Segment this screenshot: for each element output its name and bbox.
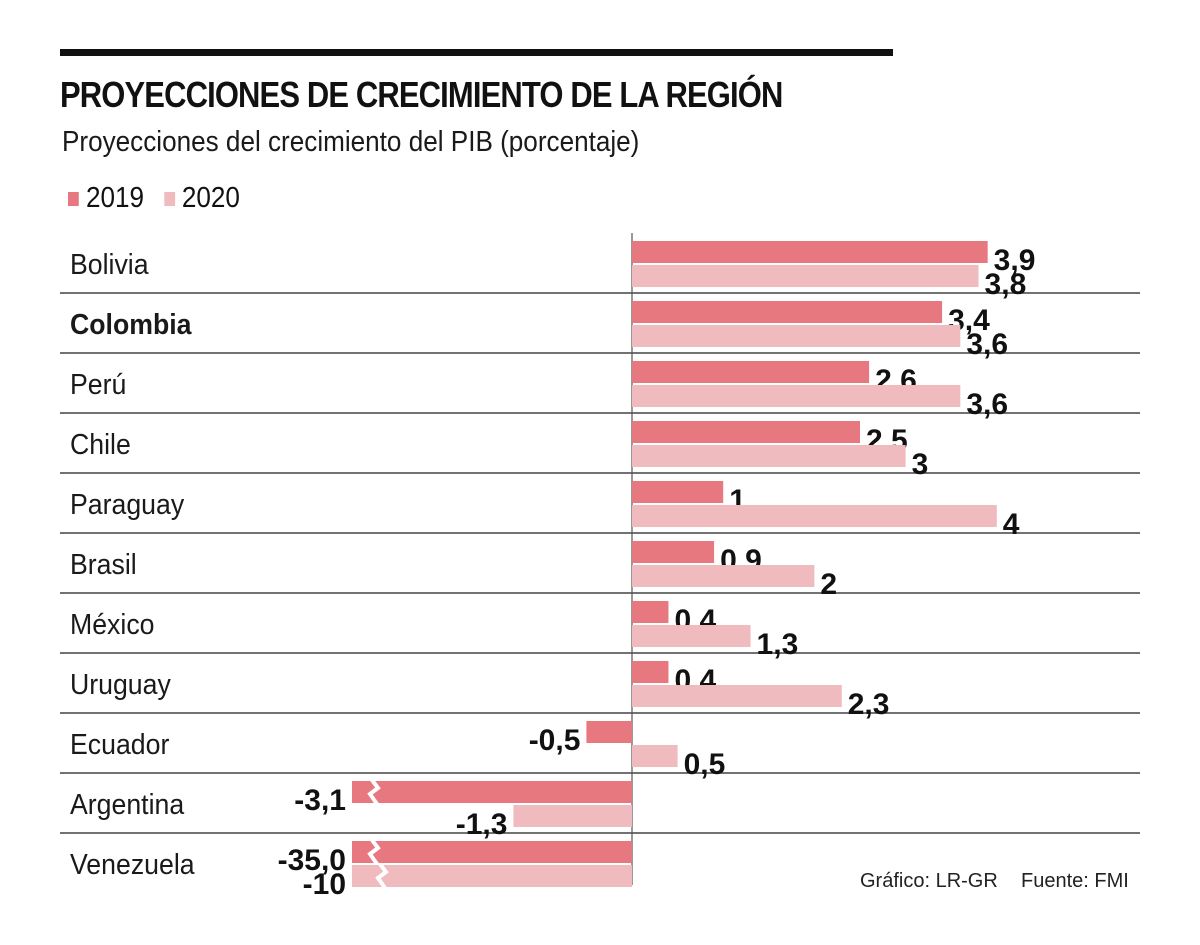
data-label-2019: 3,9	[994, 244, 1036, 277]
data-label-2019: -3,1	[294, 784, 346, 817]
bar-2020	[632, 625, 751, 647]
bar-2020	[632, 385, 961, 407]
data-label-2019: -0,5	[529, 724, 581, 757]
category-label: Chile	[70, 428, 131, 460]
data-label-2020: 4	[1003, 508, 1020, 541]
axis-break-mark	[367, 778, 381, 806]
legend-swatch-2019	[68, 191, 79, 206]
bar-2019	[586, 721, 632, 743]
category-label: Paraguay	[70, 488, 184, 520]
category-label: Brasil	[70, 548, 137, 580]
bar-2019	[632, 301, 943, 323]
category-label: Perú	[70, 368, 126, 400]
bar-2020	[632, 325, 961, 347]
category-label: Venezuela	[70, 848, 195, 880]
data-label-2020: 2	[820, 568, 837, 601]
data-label-2019: -35,0	[278, 844, 346, 877]
data-label-2020: 3,6	[966, 328, 1008, 361]
category-label: Uruguay	[70, 668, 171, 700]
bar-2020	[352, 865, 632, 887]
data-label-2020: 0,5	[684, 748, 726, 781]
category-label: México	[70, 608, 154, 640]
chart-subtitle: Proyecciones del crecimiento del PIB (po…	[62, 126, 640, 158]
category-label: Colombia	[70, 308, 192, 340]
bar-2019	[632, 481, 724, 503]
credit-text: Gráfico: LR-GR	[860, 870, 998, 892]
legend-label-2019: 2019	[86, 182, 145, 214]
bar-2019	[632, 421, 860, 443]
bar-2019	[352, 781, 632, 803]
data-label-2020: 3,6	[966, 388, 1008, 421]
category-label: Argentina	[70, 788, 185, 820]
data-label-2020: 3	[912, 448, 929, 481]
data-label-2020: 2,3	[848, 688, 890, 721]
bar-2020	[632, 565, 815, 587]
category-label: Bolivia	[70, 248, 149, 280]
legend-item-2019: 2019	[68, 182, 144, 215]
bar-2020	[632, 265, 979, 287]
data-label-2020: 3,8	[985, 268, 1027, 301]
bar-2020	[513, 805, 632, 827]
axis-break-mark	[367, 838, 381, 866]
bar-2019	[632, 541, 715, 563]
axis-break-mark	[375, 862, 389, 890]
legend-swatch-2020	[163, 191, 175, 206]
data-label-2020: -1,3	[456, 808, 508, 841]
data-label-2020: -10	[303, 868, 346, 901]
bar-2020	[632, 505, 997, 527]
legend: 2019 2020	[68, 182, 260, 215]
bar-2019	[632, 661, 669, 683]
bar-2020	[632, 685, 842, 707]
bar-2020	[632, 445, 906, 467]
bar-2020	[632, 745, 678, 767]
legend-item-2020: 2020	[163, 182, 240, 215]
category-label: Ecuador	[70, 728, 169, 760]
bar-2019	[352, 841, 632, 863]
legend-label-2020: 2020	[181, 182, 240, 214]
bar-2019	[632, 601, 669, 623]
data-label-2020: 1,3	[757, 628, 799, 661]
bar-2019	[632, 361, 870, 383]
bar-2019	[632, 241, 988, 263]
source-text: Fuente: FMI	[1021, 870, 1129, 892]
chart-title: PROYECCIONES DE CRECIMIENTO DE LA REGIÓN	[60, 74, 783, 115]
top-rule	[60, 49, 893, 56]
